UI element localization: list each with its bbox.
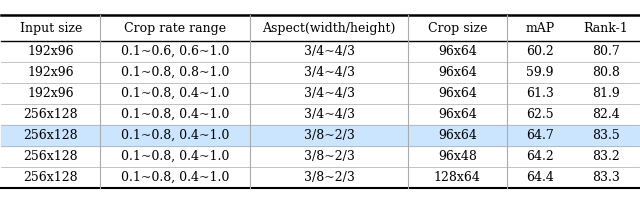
Text: 0.1~0.8, 0.4~1.0: 0.1~0.8, 0.4~1.0 <box>121 171 230 184</box>
Text: 0.1~0.8, 0.8~1.0: 0.1~0.8, 0.8~1.0 <box>121 66 230 79</box>
Text: 0.1~0.8, 0.4~1.0: 0.1~0.8, 0.4~1.0 <box>121 108 230 121</box>
Text: Aspect(width/height): Aspect(width/height) <box>262 22 396 35</box>
Text: Crop rate range: Crop rate range <box>124 22 227 35</box>
Text: 83.5: 83.5 <box>592 129 620 142</box>
Text: 83.3: 83.3 <box>592 171 620 184</box>
Text: 256x128: 256x128 <box>24 171 78 184</box>
Text: 3/8~2/3: 3/8~2/3 <box>304 129 355 142</box>
Text: 256x128: 256x128 <box>24 108 78 121</box>
Text: 192x96: 192x96 <box>28 87 74 100</box>
Text: 96x64: 96x64 <box>438 45 477 58</box>
Text: 192x96: 192x96 <box>28 45 74 58</box>
Text: 128x64: 128x64 <box>434 171 481 184</box>
Text: 96x64: 96x64 <box>438 108 477 121</box>
Text: 3/8~2/3: 3/8~2/3 <box>304 150 355 163</box>
Text: 96x64: 96x64 <box>438 66 477 79</box>
Text: 0.1~0.8, 0.4~1.0: 0.1~0.8, 0.4~1.0 <box>121 129 230 142</box>
Text: 96x48: 96x48 <box>438 150 477 163</box>
Text: 62.5: 62.5 <box>526 108 554 121</box>
Text: 96x64: 96x64 <box>438 129 477 142</box>
Text: 0.1~0.8, 0.4~1.0: 0.1~0.8, 0.4~1.0 <box>121 150 230 163</box>
Text: 0.1~0.6, 0.6~1.0: 0.1~0.6, 0.6~1.0 <box>121 45 230 58</box>
Text: 60.2: 60.2 <box>526 45 554 58</box>
Text: Crop size: Crop size <box>428 22 487 35</box>
Text: 80.7: 80.7 <box>592 45 620 58</box>
Text: Input size: Input size <box>20 22 82 35</box>
Bar <box>1 125 639 146</box>
Text: 59.9: 59.9 <box>526 66 554 79</box>
Text: 83.2: 83.2 <box>592 150 620 163</box>
Text: 3/4~4/3: 3/4~4/3 <box>303 66 355 79</box>
Text: 192x96: 192x96 <box>28 66 74 79</box>
Text: Rank-1: Rank-1 <box>583 22 628 35</box>
Text: 3/8~2/3: 3/8~2/3 <box>304 171 355 184</box>
Text: mAP: mAP <box>525 22 554 35</box>
Text: 64.7: 64.7 <box>526 129 554 142</box>
Text: 81.9: 81.9 <box>592 87 620 100</box>
Text: 3/4~4/3: 3/4~4/3 <box>303 87 355 100</box>
Text: 64.4: 64.4 <box>526 171 554 184</box>
Text: 80.8: 80.8 <box>592 66 620 79</box>
Text: 96x64: 96x64 <box>438 87 477 100</box>
Text: 256x128: 256x128 <box>24 129 78 142</box>
Text: 64.2: 64.2 <box>526 150 554 163</box>
Text: 82.4: 82.4 <box>592 108 620 121</box>
Text: 0.1~0.8, 0.4~1.0: 0.1~0.8, 0.4~1.0 <box>121 87 230 100</box>
Text: 3/4~4/3: 3/4~4/3 <box>303 108 355 121</box>
Text: 3/4~4/3: 3/4~4/3 <box>303 45 355 58</box>
Text: 256x128: 256x128 <box>24 150 78 163</box>
Text: 61.3: 61.3 <box>526 87 554 100</box>
